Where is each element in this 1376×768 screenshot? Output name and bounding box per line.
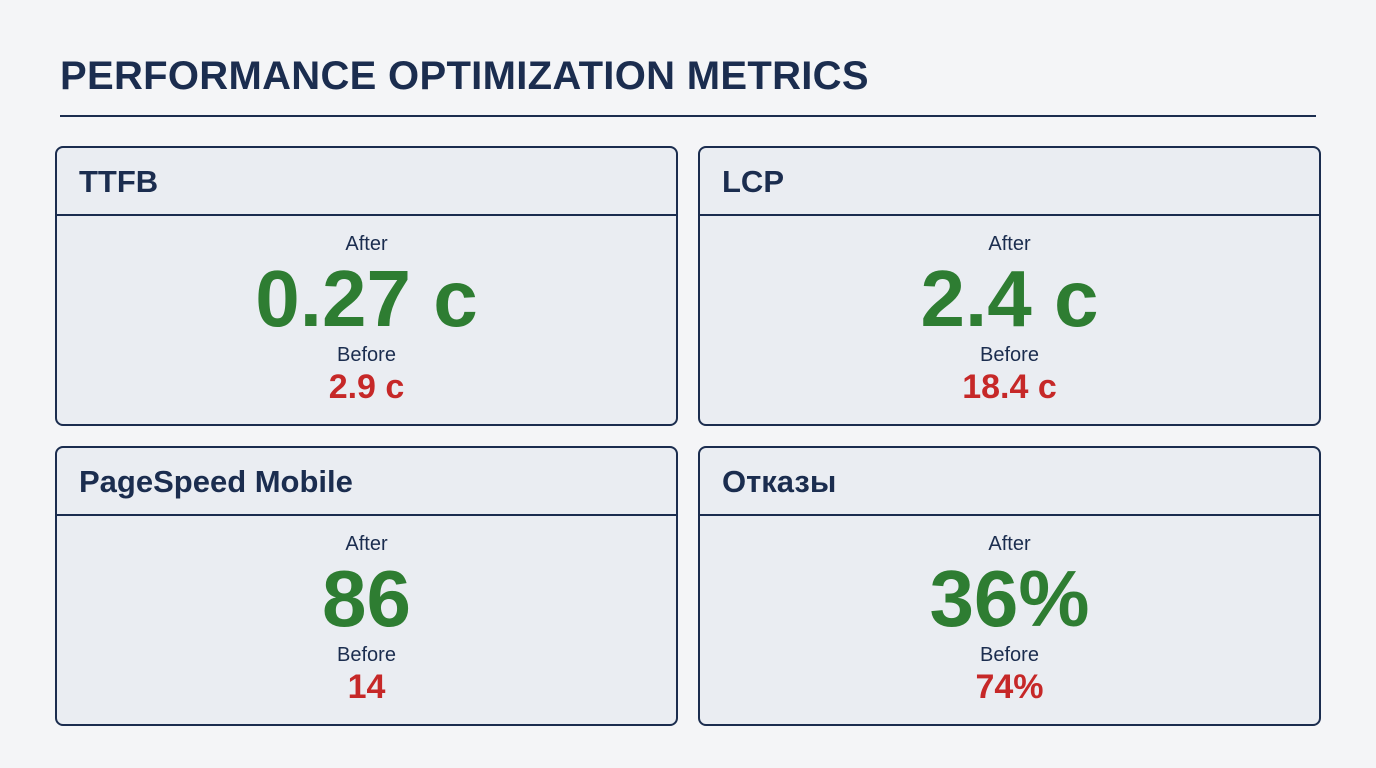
before-value: 14	[347, 668, 386, 706]
before-label: Before	[337, 344, 396, 366]
before-value: 74%	[975, 668, 1044, 706]
card-header: LCP	[700, 148, 1319, 216]
after-label: After	[988, 233, 1031, 255]
card-body: After 2.4 c Before 18.4 c	[700, 216, 1319, 424]
after-label: After	[345, 533, 388, 555]
metric-card-bounces: Отказы After 36% Before 74%	[698, 446, 1321, 726]
card-body: After 0.27 c Before 2.9 c	[57, 216, 676, 424]
page-title: PERFORMANCE OPTIMIZATION METRICS	[60, 54, 869, 98]
before-value: 2.9 c	[328, 368, 405, 406]
before-label: Before	[337, 644, 396, 666]
before-label: Before	[980, 644, 1039, 666]
before-value: 18.4 c	[962, 368, 1057, 406]
metric-card-lcp: LCP After 2.4 c Before 18.4 c	[698, 146, 1321, 426]
card-header: PageSpeed Mobile	[57, 448, 676, 516]
after-label: After	[345, 233, 388, 255]
card-title: PageSpeed Mobile	[79, 463, 353, 499]
after-value: 86	[322, 554, 411, 643]
after-value: 2.4 c	[920, 254, 1099, 343]
card-body: After 86 Before 14	[57, 516, 676, 724]
card-title: LCP	[722, 163, 784, 199]
metric-card-pagespeed-mobile: PageSpeed Mobile After 86 Before 14	[55, 446, 678, 726]
card-header: Отказы	[700, 448, 1319, 516]
metric-card-ttfb: TTFB After 0.27 c Before 2.9 c	[55, 146, 678, 426]
before-label: Before	[980, 344, 1039, 366]
after-value: 0.27 c	[255, 254, 478, 343]
after-label: After	[988, 533, 1031, 555]
card-body: After 36% Before 74%	[700, 516, 1319, 724]
card-title: TTFB	[79, 163, 159, 199]
title-divider	[60, 115, 1316, 117]
metrics-grid: TTFB After 0.27 c Before 2.9 c LCP After…	[55, 146, 1321, 726]
after-value: 36%	[929, 554, 1090, 643]
card-title: Отказы	[722, 463, 837, 499]
card-header: TTFB	[57, 148, 676, 216]
